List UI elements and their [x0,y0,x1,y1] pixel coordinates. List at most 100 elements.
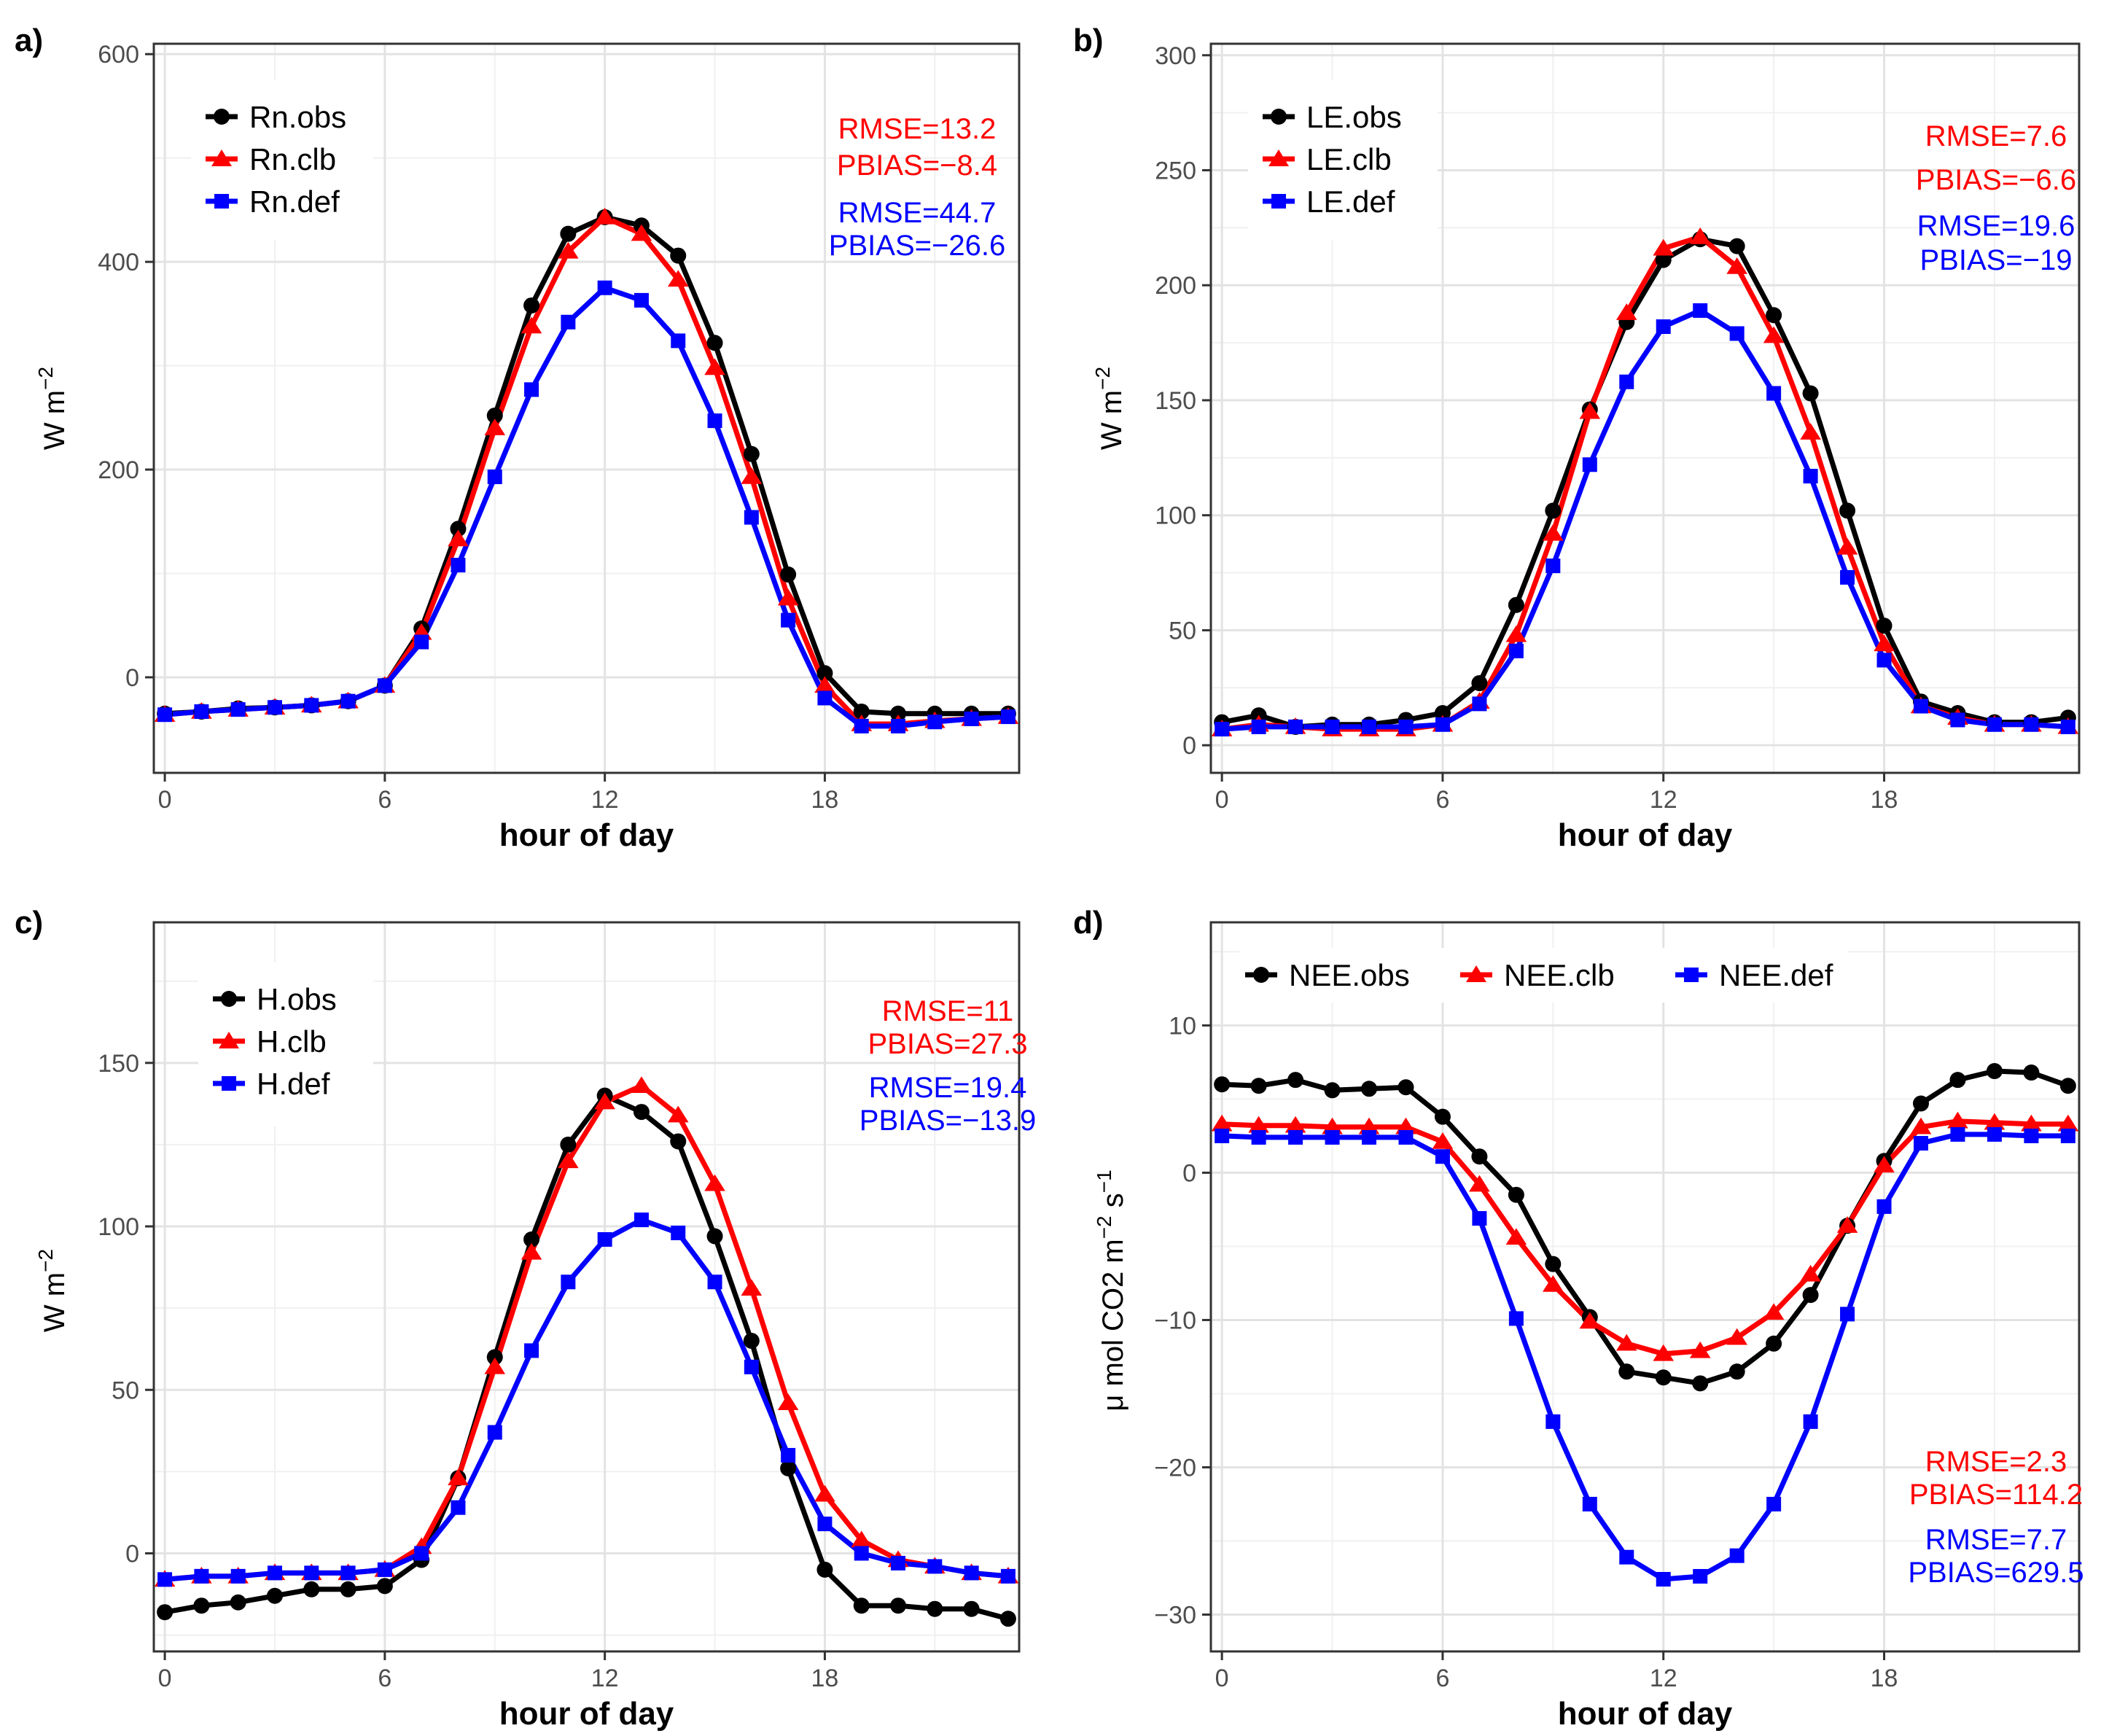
data-point-Rn.def [891,718,906,733]
y-axis-title: W m−2 [34,367,71,450]
panel-a: 0 6 12 18 0 200 400 600 hour of day W m−2 a) Rn.obs… [15,23,1021,853]
data-point-NEE.def [1325,1129,1340,1145]
x-axis-title: hour of day [499,1696,674,1732]
data-point-H.obs [340,1581,356,1597]
data-point-LE.def [1803,469,1818,484]
data-point-H.clb [631,1076,652,1093]
x-tick-label: 12 [1650,1665,1677,1692]
data-point-NEE.obs [1692,1375,1709,1392]
data-point-Rn.obs [816,665,833,682]
y-tick-label: 50 [1169,617,1196,645]
legend-key-Rn.def [206,194,238,209]
legend-key-marker [222,1076,236,1091]
data-point-Rn.def [267,700,282,715]
data-point-LE.def [1362,719,1377,734]
data-point-NEE.def [1288,1129,1303,1145]
data-point-H.obs [157,1604,174,1621]
data-point-NEE.clb [1763,1303,1785,1320]
x-tick-label: 12 [591,1665,619,1692]
data-point-Rn.def [707,413,722,429]
stat-annotation: RMSE=19.4 [869,1072,1027,1104]
plot-background [1211,922,2079,1651]
legend-key-marker [1271,109,1287,125]
data-point-NEE.clb [1248,1116,1269,1133]
data-point-H.obs [890,1597,907,1614]
data-point-H.obs [193,1597,210,1614]
legend-label: LE.clb [1306,142,1392,176]
data-point-NEE.def [1876,1199,1892,1214]
data-point-LE.obs [1802,385,1819,402]
stat-annotation: RMSE=7.7 [1925,1524,2067,1556]
data-point-NEE.def [1472,1211,1487,1226]
legend-label: H.def [257,1067,330,1101]
y-tick-label: 200 [1155,272,1196,300]
data-point-NEE.def [1362,1129,1377,1145]
legend-key-marker [214,109,230,125]
data-point-LE.def [1545,558,1561,574]
data-point-H.obs [633,1104,650,1121]
x-tick-label: 0 [158,786,172,814]
data-point-H.obs [560,1136,577,1153]
data-point-NEE.clb [1653,1344,1675,1361]
data-point-NEE.obs [1471,1148,1488,1165]
data-point-LE.def [1729,326,1745,341]
data-point-Rn.obs [743,445,760,462]
data-point-Rn.def [927,715,943,730]
data-point-H.def [451,1500,466,1515]
data-point-NEE.obs [1508,1186,1524,1203]
data-point-NEE.obs [1912,1095,1929,1112]
stat-annotation: RMSE=44.7 [838,197,997,229]
data-point-NEE.clb [1543,1274,1564,1292]
data-point-NEE.clb [1689,1341,1711,1358]
data-point-NEE.clb [1211,1114,1233,1132]
panel-label: b) [1073,23,1104,58]
data-point-NEE.obs [1214,1076,1231,1093]
y-tick-label: 600 [98,41,139,69]
legend-label: H.clb [257,1024,327,1059]
data-point-H.def [744,1359,759,1374]
plot-border [1209,921,2081,1653]
data-point-H.obs [743,1332,760,1349]
x-tick-label: 0 [158,1665,172,1692]
data-point-NEE.obs [1287,1072,1304,1089]
x-tick-label: 12 [1650,786,1677,814]
data-point-NEE.clb [1836,1216,1858,1233]
data-point-LE.clb [1579,402,1601,419]
data-point-H.obs [999,1611,1016,1627]
y-tick-label: 0 [1182,732,1196,760]
stat-annotation: RMSE=19.6 [1917,210,2075,242]
data-point-NEE.obs [2023,1064,2040,1081]
legend-background [1239,948,1848,1003]
y-axis-title: W m−2 [34,1249,71,1332]
y-tick-label: 50 [112,1377,139,1404]
plot-border [1209,42,2081,774]
data-point-Rn.clb [558,241,579,259]
stat-annotation: PBIAS=27.3 [868,1028,1027,1060]
data-point-H.def [267,1565,282,1581]
legend-label: H.obs [257,982,337,1016]
data-point-LE.def [1876,653,1892,668]
data-point-H.obs [853,1597,870,1614]
data-point-Rn.clb [667,270,689,287]
data-point-H.def [964,1565,979,1581]
data-point-LE.obs [1876,618,1893,634]
legend-key-marker [221,991,237,1007]
data-point-NEE.clb [1358,1117,1380,1134]
data-point-NEE.def [1435,1149,1450,1164]
legend-key-marker [219,1032,239,1048]
y-tick-label: 400 [98,249,139,276]
data-point-Rn.def [230,702,246,717]
data-point-Rn.def [377,678,392,693]
y-tick-label: 150 [1155,387,1196,415]
legend-label: NEE.def [1719,958,1833,992]
y-tick-label: −20 [1154,1454,1196,1482]
data-point-NEE.clb [1615,1334,1637,1351]
legend: Rn.obs Rn.clb Rn.def [191,80,373,241]
stat-annotation: PBIAS=−19 [1919,244,2072,276]
y-tick-label: 200 [98,456,139,484]
data-point-LE.def [1325,719,1340,734]
legend-key-Rn.obs [206,109,238,125]
data-point-LE.def [1435,717,1450,732]
data-point-Rn.def [1000,709,1016,725]
